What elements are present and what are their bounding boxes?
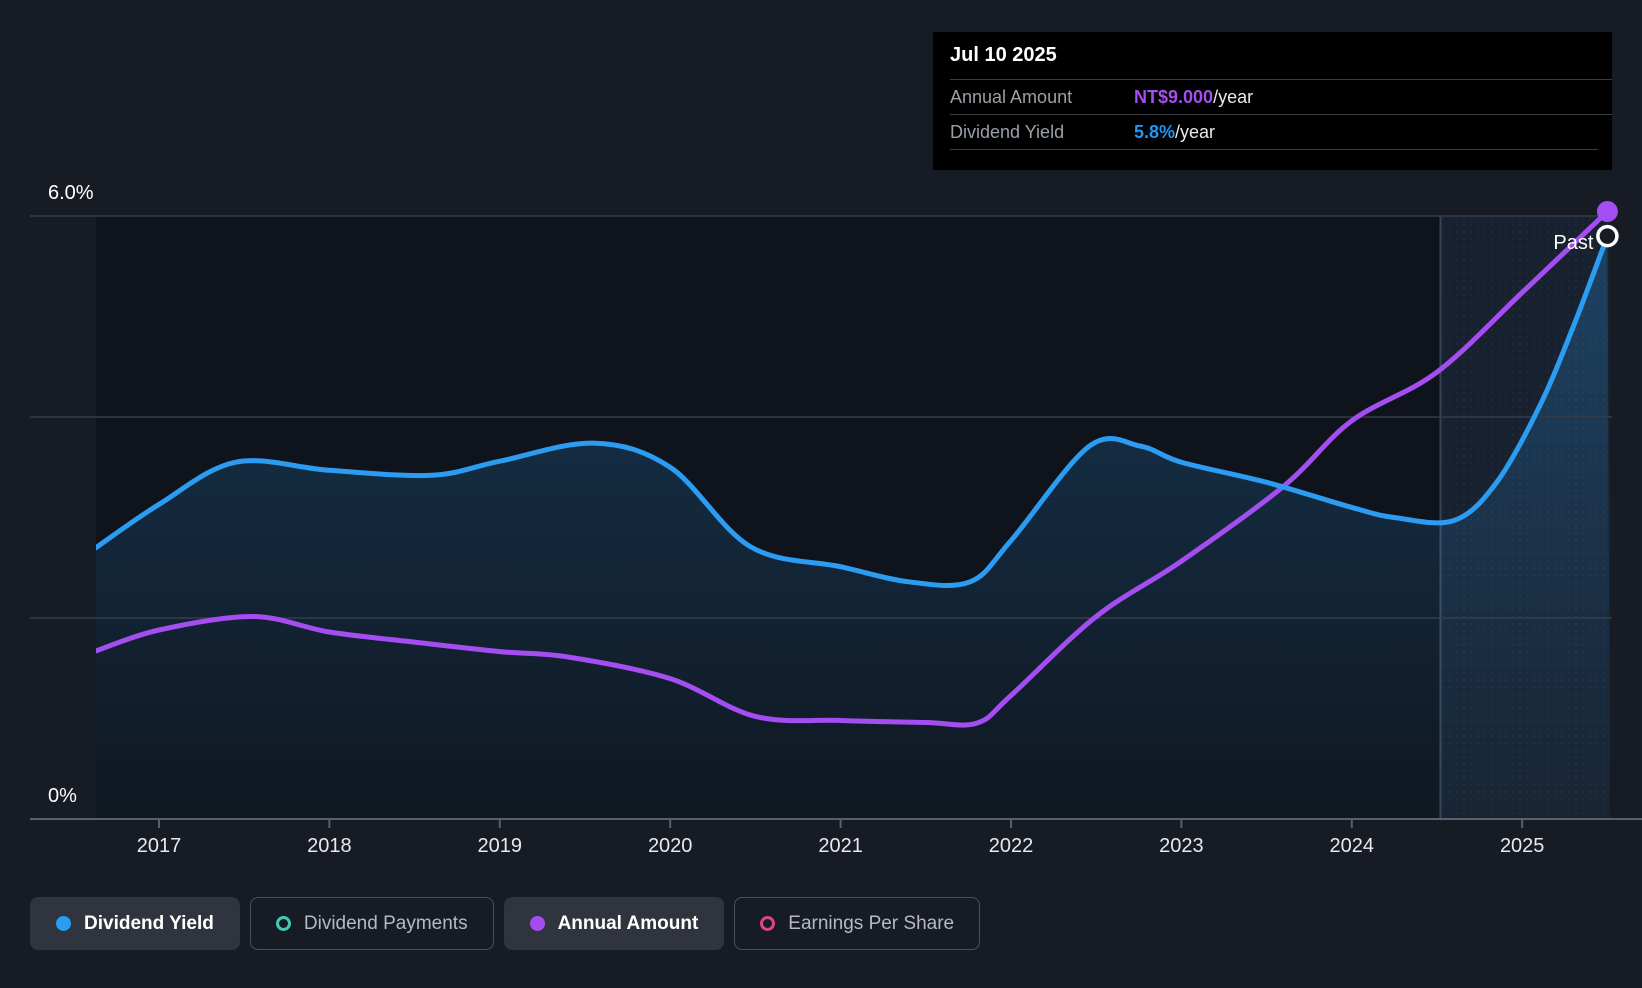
x-axis-year-label: 2025 <box>1500 835 1545 857</box>
tooltip-row-dividend-yield: Dividend Yield 5.8%/year <box>950 114 1612 149</box>
chart-legend: Dividend Yield Dividend Payments Annual … <box>30 897 981 950</box>
past-label: Past <box>1553 232 1593 254</box>
y-axis-top-label: 6.0% <box>48 182 94 204</box>
x-axis-year-label: 2020 <box>648 835 693 857</box>
x-axis-year-label: 2018 <box>307 835 352 857</box>
x-axis-year-label: 2023 <box>1159 835 1204 857</box>
legend-label: Annual Amount <box>557 912 699 934</box>
x-axis-year-label: 2024 <box>1330 835 1375 857</box>
tooltip-value: NT$9.000 <box>1134 86 1214 107</box>
legend-button-earnings-per-share[interactable]: Earnings Per Share <box>734 897 981 950</box>
legend-button-dividend-payments[interactable]: Dividend Payments <box>249 897 494 950</box>
legend-label: Earnings Per Share <box>788 912 955 934</box>
x-axis-year-label: 2022 <box>989 835 1034 857</box>
dividend-yield-dot-icon <box>56 916 71 931</box>
legend-label: Dividend Payments <box>303 912 468 934</box>
annual-amount-endpoint-marker <box>1596 201 1618 222</box>
tooltip-suffix: /year <box>1213 86 1254 107</box>
y-axis-zero-label: 0% <box>48 785 77 807</box>
dividend-payments-ring-icon <box>275 916 291 931</box>
tooltip-divider <box>950 149 1598 150</box>
tooltip-row-annual-amount: Annual Amount NT$9.000/year <box>950 79 1612 114</box>
tooltip-label: Annual Amount <box>950 86 1073 107</box>
dividend-yield-area <box>96 236 1610 819</box>
tooltip-value: 5.8% <box>1134 121 1176 142</box>
x-axis-year-label: 2017 <box>137 835 182 857</box>
annual-amount-line <box>96 209 1610 728</box>
dividend-yield-endpoint-marker <box>1596 224 1619 248</box>
tooltip-label: Dividend Yield <box>950 121 1065 142</box>
tooltip-date: Jul 10 2025 <box>950 44 1057 66</box>
legend-label: Dividend Yield <box>84 912 214 934</box>
tooltip-suffix: /year <box>1175 121 1216 142</box>
dividend-yield-line <box>96 233 1610 589</box>
annual-amount-dot-icon <box>529 916 545 931</box>
earnings-per-share-ring-icon <box>760 916 776 931</box>
chart-tooltip: Jul 10 2025 Annual Amount NT$9.000/year … <box>933 32 1612 170</box>
x-axis-year-label: 2021 <box>818 835 863 857</box>
legend-button-dividend-yield[interactable]: Dividend Yield <box>30 897 240 950</box>
x-axis-year-label: 2019 <box>478 835 523 857</box>
legend-button-annual-amount[interactable]: Annual Amount <box>503 897 725 950</box>
